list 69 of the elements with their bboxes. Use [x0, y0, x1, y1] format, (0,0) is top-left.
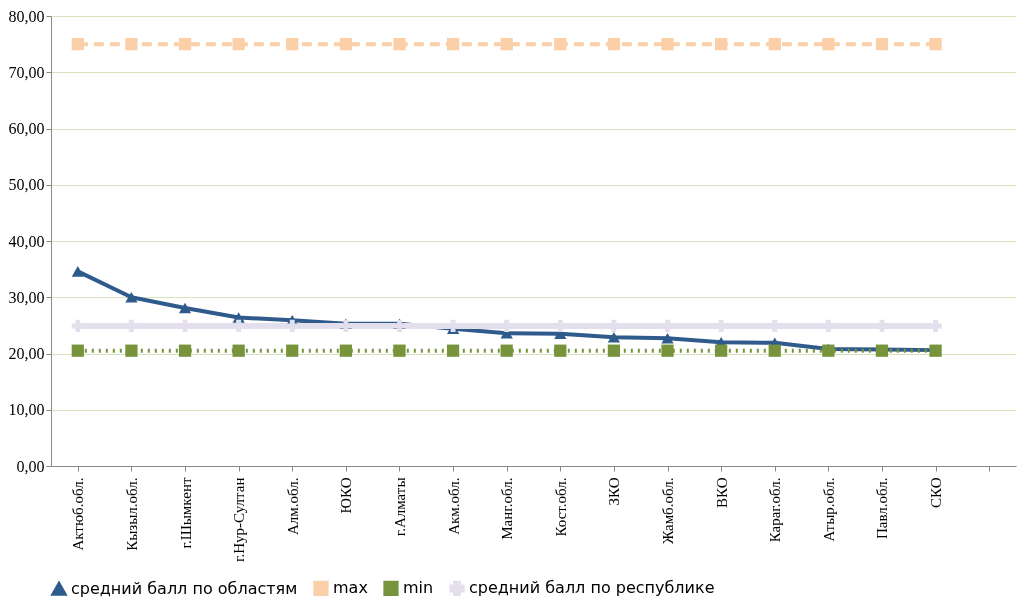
point: [71, 266, 84, 277]
y-tick-label: 50,00: [8, 176, 45, 194]
point: [661, 333, 674, 344]
legend-label: средний балл по областям: [71, 578, 298, 598]
point: [286, 319, 299, 333]
point: [661, 344, 674, 357]
point: [125, 291, 138, 303]
y-tick-label: 70,00: [8, 63, 45, 81]
x-tick-label: Кост.обл.: [552, 477, 569, 537]
point: [822, 38, 835, 51]
x-tick-label: г.Алматы: [391, 477, 408, 537]
point: [554, 344, 567, 357]
legend-label: max: [333, 578, 368, 598]
x-tick-label: ЗКО: [606, 477, 623, 506]
x-tick-label: г.Нур-Султан: [231, 477, 248, 562]
point: [875, 38, 889, 51]
point: [715, 38, 728, 51]
point: [125, 344, 138, 357]
x-tick-label: Алм.обл.: [284, 477, 301, 536]
point: [125, 38, 138, 51]
point: [768, 38, 781, 51]
legend-label: min: [403, 578, 434, 598]
x-tick-label: Манг.обл.: [499, 477, 516, 540]
x-tick-label: Павл.обл.: [874, 477, 891, 540]
y-tick-label: 0,00: [16, 457, 45, 475]
x-tick-label: Кызыл.обл.: [123, 477, 140, 551]
point: [607, 38, 621, 51]
legend-label: средний балл по республике: [469, 578, 715, 598]
point: [446, 344, 460, 357]
point: [71, 38, 84, 51]
x-tick-label: Акм.обл.: [445, 477, 462, 535]
point: [500, 38, 513, 51]
x-tick-label: Атыр.обл.: [820, 477, 837, 542]
point: [339, 38, 352, 51]
point: [178, 344, 192, 357]
point: [286, 38, 299, 51]
point: [554, 38, 567, 51]
point: [286, 344, 299, 357]
point: [446, 38, 460, 51]
x-tick-label: Актюб.обл.: [70, 477, 87, 551]
point: [178, 38, 192, 51]
x-tick-label: ВКО: [713, 477, 730, 508]
point: [232, 38, 245, 51]
x-tick-label: Жамб.обл.: [660, 477, 677, 545]
point: [768, 344, 781, 357]
y-tick-label: 80,00: [8, 7, 45, 25]
y-tick-label: 30,00: [8, 288, 45, 306]
point: [929, 38, 942, 51]
point: [715, 344, 728, 357]
y-tick-label: 10,00: [8, 401, 45, 419]
point: [339, 319, 352, 333]
x-tick-label: СКО: [928, 477, 945, 508]
point: [500, 344, 513, 357]
point: [393, 38, 406, 51]
point: [232, 344, 245, 357]
point: [393, 319, 406, 333]
point: [178, 302, 192, 314]
point: [661, 38, 674, 51]
y-tick-label: 60,00: [8, 120, 45, 137]
y-tick-label: 40,00: [8, 232, 45, 250]
point: [71, 344, 84, 357]
x-tick-label: ЮКО: [338, 477, 355, 514]
y-tick-label: 20,00: [8, 345, 45, 362]
point: [607, 331, 621, 343]
x-tick-label: г.Шымкент: [177, 477, 194, 549]
point: [607, 344, 621, 357]
x-tick-label: Караг.обл.: [767, 477, 784, 543]
point: [393, 344, 406, 357]
point: [339, 344, 352, 357]
